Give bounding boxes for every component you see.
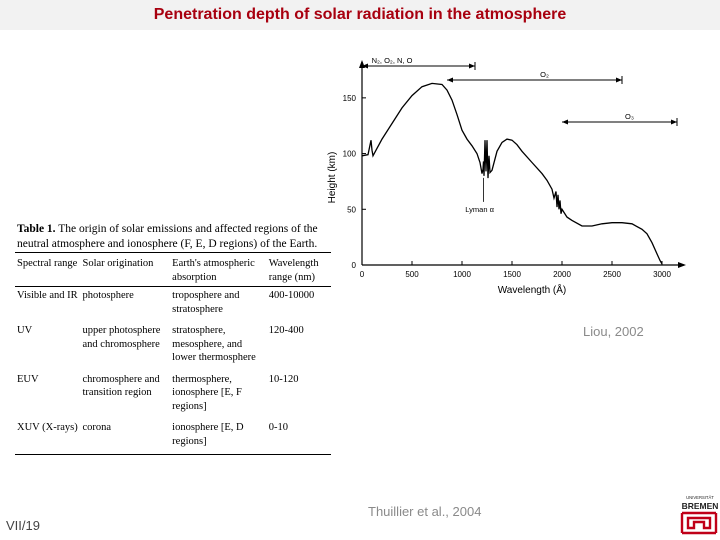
- logo-text: BREMEN: [682, 501, 719, 511]
- cell-solar-origination: upper photosphere and chromosphere: [82, 325, 161, 350]
- x-axis-label: Wavelength (Å): [498, 283, 567, 296]
- table-credit: Thuillier et al., 2004: [368, 504, 482, 519]
- y-tick-label: 150: [343, 94, 357, 103]
- chart-credit: Liou, 2002: [583, 324, 644, 339]
- cell-spectral-range: EUV: [17, 373, 39, 385]
- header-atmospheric-absorption: Earth's atmospheric absorption: [172, 258, 255, 283]
- university-logo: UNIVERSITÄT BREMEN: [680, 495, 719, 535]
- table-caption-text: The origin of solar emissions and affect…: [17, 223, 318, 250]
- cell-wavelength-range: 400-10000: [268, 290, 315, 301]
- table-header-row: Spectral range Solar origination Earth's…: [15, 252, 331, 287]
- solar-emissions-table: Spectral range Solar origination Earth's…: [15, 252, 331, 455]
- logo-small-text: UNIVERSITÄT: [686, 495, 714, 500]
- y-tick-label: 100: [343, 150, 357, 159]
- range-arrow-head: [671, 119, 677, 125]
- cell-atmospheric-absorption: thermosphere, ionosphere [E, F regions]: [172, 373, 242, 412]
- x-tick-label: 2000: [553, 270, 571, 279]
- x-tick-label: 1000: [453, 270, 471, 279]
- cell-atmospheric-absorption: troposphere and stratosphere: [172, 290, 240, 315]
- x-tick-label: 1500: [503, 270, 521, 279]
- table-row: UV upper photosphere and chromosphere st…: [15, 322, 331, 371]
- slide-title: Penetration depth of solar radiation in …: [153, 6, 567, 23]
- table-caption: Table 1. The origin of solar emissions a…: [17, 222, 335, 252]
- range-label: O₃: [625, 112, 634, 121]
- cell-spectral-range: XUV (X-rays): [17, 422, 78, 433]
- penetration-curve: [361, 82, 663, 265]
- header-wavelength-range: Wavelength range (nm): [268, 258, 319, 283]
- table-row: XUV (X-rays) corona ionosphere [E, D reg…: [15, 419, 331, 455]
- y-tick-label: 0: [352, 261, 357, 270]
- cell-atmospheric-absorption: ionosphere [E, D regions]: [172, 422, 244, 447]
- cell-wavelength-range: 120-400: [268, 325, 304, 336]
- range-arrow-head: [469, 63, 475, 69]
- title-bar: [0, 0, 720, 30]
- cell-spectral-range: Visible and IR: [17, 290, 78, 301]
- cell-wavelength-range: 0-10: [268, 422, 288, 433]
- cell-solar-origination: photosphere: [82, 290, 134, 301]
- cell-spectral-range: UV: [17, 325, 33, 336]
- penetration-chart: 0 500 1000 1500 2000 2500 3000 0 50 100 150 Wavelen…: [327, 56, 686, 296]
- range-arrow-head: [616, 77, 622, 83]
- cell-wavelength-range: 10-120: [268, 373, 299, 385]
- range-arrow-head: [447, 77, 453, 83]
- y-axis-label: Height (km): [327, 152, 338, 204]
- logo-key-icon: [680, 511, 718, 535]
- table-number: Table 1.: [17, 223, 56, 235]
- page-number: VII/19: [6, 518, 40, 533]
- cell-atmospheric-absorption: stratosphere, mesosphere, and lower ther…: [172, 325, 256, 363]
- x-tick-label: 0: [360, 270, 365, 279]
- cell-solar-origination: chromosphere and transition region: [82, 373, 160, 399]
- range-label: O₂: [540, 70, 549, 79]
- range-label: N₂, O₂, N, O: [372, 56, 413, 65]
- header-spectral-range: Spectral range: [17, 258, 78, 269]
- range-arrow-head: [362, 63, 368, 69]
- x-tick-label: 500: [405, 270, 419, 279]
- x-axis-arrow: [678, 262, 686, 268]
- header-solar-origination: Solar origination: [82, 258, 154, 269]
- x-tick-label: 3000: [653, 270, 671, 279]
- x-tick-label: 2500: [603, 270, 621, 279]
- range-arrow-head: [562, 119, 568, 125]
- table-row: Visible and IR photosphere troposphere a…: [15, 287, 331, 323]
- cell-solar-origination: corona: [82, 422, 112, 433]
- table-row: EUV chromosphere and transition region t…: [15, 371, 331, 420]
- lyman-alpha-label: Lyman α: [465, 205, 494, 214]
- y-tick-label: 50: [347, 205, 356, 214]
